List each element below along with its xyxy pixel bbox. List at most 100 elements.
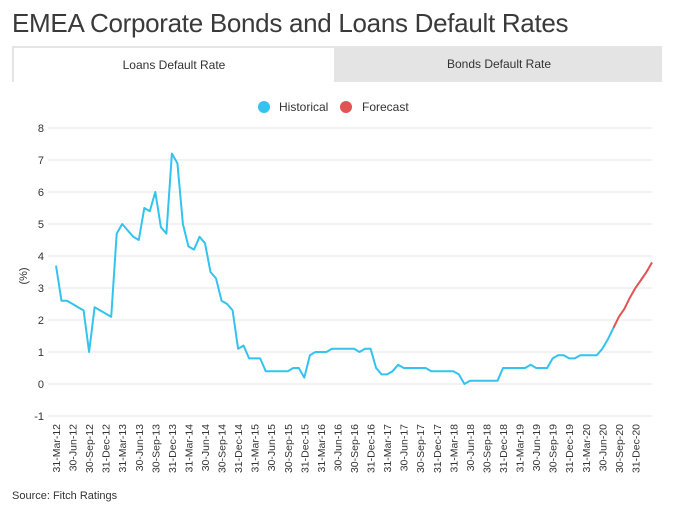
data-point-historical[interactable] [236, 346, 241, 351]
data-point-historical[interactable] [247, 356, 252, 361]
data-point-historical[interactable] [478, 378, 483, 383]
data-point-historical[interactable] [368, 346, 373, 351]
data-point-historical[interactable] [390, 369, 395, 374]
data-point-historical[interactable] [313, 350, 318, 355]
data-point-historical[interactable] [517, 366, 522, 371]
data-point-historical[interactable] [296, 366, 301, 371]
data-point-historical[interactable] [131, 234, 136, 239]
data-point-historical[interactable] [456, 372, 461, 377]
data-point-historical[interactable] [501, 366, 506, 371]
data-point-historical[interactable] [534, 366, 539, 371]
data-point-historical[interactable] [76, 305, 81, 310]
data-point-historical[interactable] [252, 356, 257, 361]
series-line-historical[interactable] [55, 152, 615, 385]
data-point-historical[interactable] [114, 231, 119, 236]
data-point-forecast[interactable] [644, 270, 649, 275]
data-point-historical[interactable] [147, 209, 152, 214]
data-point-historical[interactable] [539, 366, 544, 371]
data-point-historical[interactable] [374, 366, 379, 371]
data-point-historical[interactable] [164, 231, 169, 236]
data-point-historical[interactable] [142, 206, 147, 211]
data-point-historical[interactable] [528, 362, 533, 367]
data-point-historical[interactable] [363, 346, 368, 351]
data-point-forecast[interactable] [611, 326, 616, 331]
data-point-historical[interactable] [357, 350, 362, 355]
data-point-historical[interactable] [70, 302, 75, 307]
series-line-forecast[interactable] [612, 261, 653, 329]
data-point-historical[interactable] [125, 228, 130, 233]
data-point-historical[interactable] [495, 378, 500, 383]
data-point-historical[interactable] [567, 356, 572, 361]
data-point-historical[interactable] [341, 346, 346, 351]
data-point-forecast[interactable] [650, 260, 655, 265]
data-point-historical[interactable] [186, 244, 191, 249]
data-point-historical[interactable] [583, 353, 588, 358]
data-point-historical[interactable] [484, 378, 489, 383]
data-point-historical[interactable] [550, 356, 555, 361]
data-point-historical[interactable] [401, 366, 406, 371]
data-point-historical[interactable] [605, 337, 610, 342]
data-point-historical[interactable] [429, 369, 434, 374]
data-point-historical[interactable] [230, 308, 235, 313]
data-point-historical[interactable] [578, 353, 583, 358]
data-point-historical[interactable] [103, 311, 108, 316]
data-point-historical[interactable] [407, 366, 412, 371]
legend-item-historical[interactable]: Historical [258, 100, 328, 114]
data-point-historical[interactable] [440, 369, 445, 374]
data-point-historical[interactable] [572, 356, 577, 361]
data-point-historical[interactable] [285, 369, 290, 374]
data-point-historical[interactable] [65, 298, 70, 303]
data-point-historical[interactable] [203, 241, 208, 246]
data-point-historical[interactable] [423, 366, 428, 371]
data-point-forecast[interactable] [639, 278, 644, 283]
data-point-historical[interactable] [274, 369, 279, 374]
data-point-historical[interactable] [214, 276, 219, 281]
data-point-historical[interactable] [512, 366, 517, 371]
data-point-historical[interactable] [87, 350, 92, 355]
data-point-forecast[interactable] [633, 286, 638, 291]
data-point-historical[interactable] [109, 314, 114, 319]
data-point-historical[interactable] [490, 378, 495, 383]
data-point-historical[interactable] [462, 382, 467, 387]
data-point-historical[interactable] [258, 356, 263, 361]
data-point-historical[interactable] [120, 222, 125, 227]
data-point-historical[interactable] [307, 353, 312, 358]
data-point-historical[interactable] [136, 238, 141, 243]
data-point-historical[interactable] [192, 247, 197, 252]
data-point-historical[interactable] [54, 263, 59, 268]
data-point-historical[interactable] [346, 346, 351, 351]
data-point-historical[interactable] [158, 225, 163, 230]
data-point-forecast[interactable] [616, 314, 621, 319]
data-point-historical[interactable] [269, 369, 274, 374]
data-point-historical[interactable] [169, 151, 174, 156]
data-point-historical[interactable] [418, 366, 423, 371]
data-point-historical[interactable] [98, 308, 103, 313]
data-point-historical[interactable] [589, 353, 594, 358]
data-point-historical[interactable] [318, 350, 323, 355]
data-point-historical[interactable] [263, 369, 268, 374]
data-point-historical[interactable] [396, 362, 401, 367]
legend-item-forecast[interactable]: Forecast [340, 100, 409, 114]
data-point-historical[interactable] [197, 234, 202, 239]
data-point-historical[interactable] [561, 353, 566, 358]
data-point-historical[interactable] [280, 369, 285, 374]
data-point-historical[interactable] [324, 350, 329, 355]
data-point-historical[interactable] [153, 190, 158, 195]
data-point-historical[interactable] [329, 346, 334, 351]
data-point-historical[interactable] [241, 343, 246, 348]
data-point-historical[interactable] [352, 346, 357, 351]
data-point-historical[interactable] [445, 369, 450, 374]
data-point-historical[interactable] [434, 369, 439, 374]
data-point-historical[interactable] [412, 366, 417, 371]
data-point-historical[interactable] [59, 298, 64, 303]
data-point-historical[interactable] [545, 366, 550, 371]
data-point-historical[interactable] [335, 346, 340, 351]
data-point-historical[interactable] [594, 353, 599, 358]
data-point-historical[interactable] [473, 378, 478, 383]
data-point-historical[interactable] [556, 353, 561, 358]
data-point-historical[interactable] [291, 366, 296, 371]
data-point-historical[interactable] [379, 372, 384, 377]
data-point-historical[interactable] [451, 369, 456, 374]
data-point-historical[interactable] [81, 308, 86, 313]
data-point-historical[interactable] [385, 372, 390, 377]
